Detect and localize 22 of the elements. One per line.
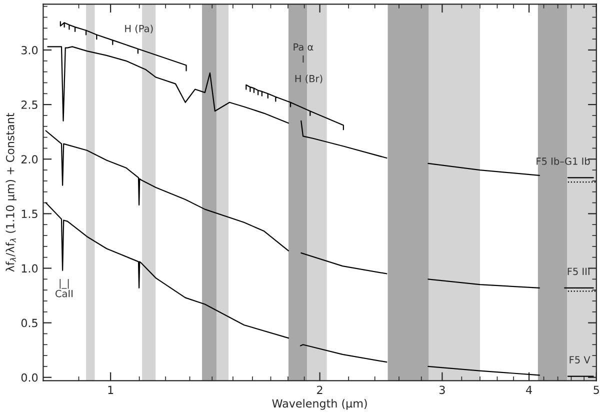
series-label: F5 III	[568, 268, 590, 276]
y-tick-label: 2.5	[21, 100, 38, 109]
annotation: |_|	[60, 279, 69, 289]
y-tick-label: 1.0	[22, 264, 38, 273]
x-tick-label: 1	[108, 386, 114, 394]
y-tick-label: 1.5	[22, 210, 38, 218]
y-tick-label: 0.0	[21, 373, 38, 382]
x-tick-label: 4	[526, 386, 532, 394]
y-tick-label: 2.0	[21, 155, 38, 164]
x-axis-title: Wavelength (μm)	[272, 399, 367, 410]
annotation: I	[302, 55, 304, 63]
annotation: CaII	[56, 290, 73, 298]
x-tick-label: 5	[594, 386, 599, 394]
annotation: Pa α	[294, 43, 314, 51]
y-tick-label: 3.0	[22, 46, 38, 54]
series-label: F5 V	[570, 356, 590, 364]
annotation: H (Pa)	[125, 24, 153, 34]
y-tick-label: 0.5	[21, 318, 38, 328]
annotation: H (Br)	[295, 74, 322, 84]
x-tick-label: 3	[440, 386, 445, 394]
x-tick-label: 2	[317, 386, 322, 394]
y-axis-title: λf$_{λ}$/λf$_{λ}$ (1.10 μm) + Constant	[6, 112, 16, 272]
